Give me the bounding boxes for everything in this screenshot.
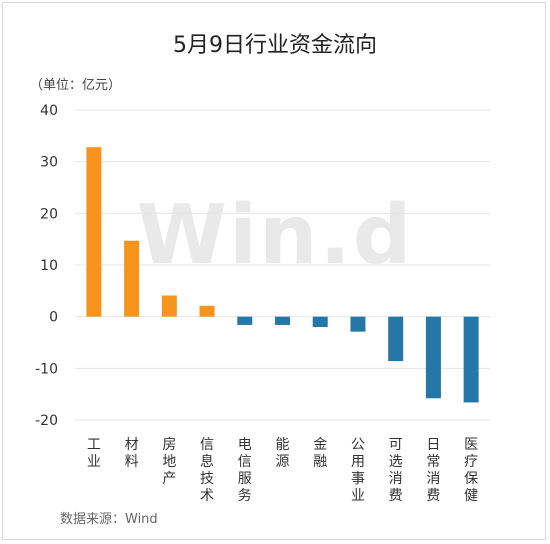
wind-watermark: Win.d xyxy=(137,188,414,283)
x-category-label: 日常消费 xyxy=(426,437,440,504)
x-category-label: 信息技术 xyxy=(200,437,214,504)
bar xyxy=(388,316,404,362)
y-tick-label: 40 xyxy=(40,103,58,119)
bar xyxy=(86,147,102,317)
bar xyxy=(425,316,441,399)
bars xyxy=(86,147,479,403)
x-category-label: 材料 xyxy=(125,437,139,470)
y-axis-unit-label: （单位：亿元） xyxy=(30,78,121,93)
y-tick-label: 10 xyxy=(40,258,58,274)
x-category-label: 工业 xyxy=(87,437,101,470)
x-category-label: 医疗保健 xyxy=(464,437,478,504)
bar xyxy=(237,316,253,325)
bar xyxy=(124,240,140,317)
bar xyxy=(199,305,215,317)
y-tick-label: -10 xyxy=(35,361,58,377)
y-tick-label: -20 xyxy=(35,413,58,429)
x-category-label: 金融 xyxy=(313,437,327,470)
x-category-label: 能源 xyxy=(276,437,290,470)
y-axis-ticks: -20 -10 0 10 20 30 40 xyxy=(35,103,58,429)
x-category-label: 房地产 xyxy=(162,437,176,487)
bar xyxy=(161,295,177,317)
bar xyxy=(312,316,328,327)
chart-title: 5月9日行业资金流向 xyxy=(173,33,377,58)
bar xyxy=(350,316,366,332)
data-source-note: 数据来源：Wind xyxy=(60,512,158,527)
x-category-label: 公用事业 xyxy=(351,437,365,504)
y-tick-label: 20 xyxy=(40,206,58,222)
y-tick-label: 0 xyxy=(49,310,58,326)
bar xyxy=(463,316,479,403)
grid-lines xyxy=(75,109,490,421)
y-tick-label: 30 xyxy=(40,155,58,171)
x-category-label: 可选消费 xyxy=(389,437,403,504)
bar xyxy=(275,316,290,325)
x-category-label: 电信服务 xyxy=(238,437,252,504)
